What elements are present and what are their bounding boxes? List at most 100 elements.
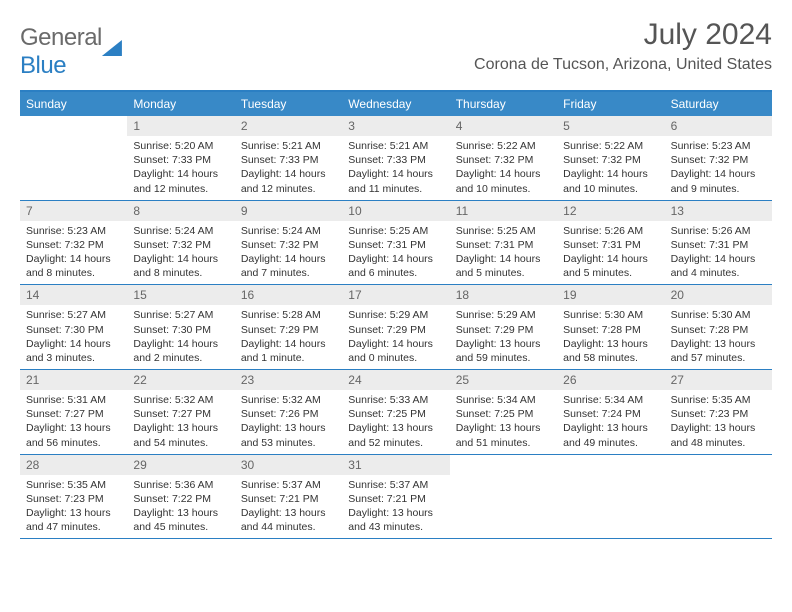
- day-info-line: Sunrise: 5:24 AM: [241, 224, 336, 238]
- day-info-line: Sunrise: 5:25 AM: [348, 224, 443, 238]
- day-info-line: Sunset: 7:32 PM: [671, 153, 766, 167]
- day-info: Sunrise: 5:37 AMSunset: 7:21 PMDaylight:…: [342, 475, 449, 539]
- day-info-line: Sunrise: 5:33 AM: [348, 393, 443, 407]
- day-info: Sunrise: 5:30 AMSunset: 7:28 PMDaylight:…: [557, 305, 664, 369]
- day-info-line: Daylight: 14 hours: [348, 337, 443, 351]
- header: General Blue July 2024 Corona de Tucson,…: [20, 18, 772, 80]
- day-number: 2: [235, 116, 342, 136]
- day-info-line: Sunrise: 5:35 AM: [671, 393, 766, 407]
- calendar-cell: 8Sunrise: 5:24 AMSunset: 7:32 PMDaylight…: [127, 201, 234, 285]
- day-info-line: Sunset: 7:30 PM: [133, 323, 228, 337]
- day-info-line: and 56 minutes.: [26, 436, 121, 450]
- day-info: Sunrise: 5:26 AMSunset: 7:31 PMDaylight:…: [557, 221, 664, 285]
- calendar-cell: 11Sunrise: 5:25 AMSunset: 7:31 PMDayligh…: [450, 201, 557, 285]
- day-info: Sunrise: 5:37 AMSunset: 7:21 PMDaylight:…: [235, 475, 342, 539]
- calendar-cell: 24 Sunrise: 5:33 AMSunset: 7:25 PMDayligh…: [342, 370, 449, 454]
- day-info-line: Sunrise: 5:30 AM: [563, 308, 658, 322]
- day-number: 31: [342, 455, 449, 475]
- day-info-line: Sunset: 7:33 PM: [348, 153, 443, 167]
- day-info-line: and 8 minutes.: [133, 266, 228, 280]
- day-info-line: Sunset: 7:31 PM: [456, 238, 551, 252]
- day-header-row: SundayMondayTuesdayWednesdayThursdayFrid…: [20, 92, 772, 116]
- day-info-line: Sunset: 7:32 PM: [133, 238, 228, 252]
- day-info-line: Daylight: 13 hours: [563, 337, 658, 351]
- day-info-line: and 43 minutes.: [348, 520, 443, 534]
- day-info-line: Sunset: 7:28 PM: [563, 323, 658, 337]
- day-info-line: Sunrise: 5:26 AM: [671, 224, 766, 238]
- calendar-cell: 25Sunrise: 5:34 AMSunset: 7:25 PMDayligh…: [450, 370, 557, 454]
- day-info-line: Sunset: 7:23 PM: [26, 492, 121, 506]
- week-row: 7Sunrise: 5:23 AMSunset: 7:32 PMDaylight…: [20, 201, 772, 286]
- day-number: 27: [665, 370, 772, 390]
- day-info-line: Daylight: 13 hours: [26, 421, 121, 435]
- logo: General Blue: [20, 18, 122, 80]
- day-number: 6: [665, 116, 772, 136]
- day-info: Sunrise: 5:36 AMSunset: 7:22 PMDaylight:…: [127, 475, 234, 539]
- calendar-cell: 20Sunrise: 5:30 AMSunset: 7:28 PMDayligh…: [665, 285, 772, 369]
- day-number: 12: [557, 201, 664, 221]
- logo-text-b: Blue: [20, 52, 66, 79]
- day-info-line: Sunset: 7:33 PM: [241, 153, 336, 167]
- calendar-cell: 6Sunrise: 5:23 AMSunset: 7:32 PMDaylight…: [665, 116, 772, 200]
- day-info-line: Sunrise: 5:26 AM: [563, 224, 658, 238]
- day-number: 10: [342, 201, 449, 221]
- day-info-line: Sunrise: 5:27 AM: [26, 308, 121, 322]
- day-header-cell: Friday: [557, 92, 664, 116]
- calendar-cell: [20, 116, 127, 200]
- day-info-line: and 4 minutes.: [671, 266, 766, 280]
- day-info-line: Sunset: 7:32 PM: [26, 238, 121, 252]
- day-info: Sunrise: 5:32 AMSunset: 7:26 PMDaylight:…: [235, 390, 342, 454]
- day-header-cell: Tuesday: [235, 92, 342, 116]
- day-number: 25: [450, 370, 557, 390]
- day-header-cell: Saturday: [665, 92, 772, 116]
- day-number: 9: [235, 201, 342, 221]
- day-header-cell: Monday: [127, 92, 234, 116]
- day-number: 11: [450, 201, 557, 221]
- day-info-line: Daylight: 14 hours: [26, 252, 121, 266]
- day-info: Sunrise: 5:34 AMSunset: 7:25 PMDaylight:…: [450, 390, 557, 454]
- day-number: 24: [342, 370, 449, 390]
- day-info-line: Daylight: 13 hours: [671, 337, 766, 351]
- day-info-line: Daylight: 13 hours: [348, 421, 443, 435]
- day-info-line: Sunset: 7:24 PM: [563, 407, 658, 421]
- day-info-line: Sunset: 7:25 PM: [348, 407, 443, 421]
- week-row: 21Sunrise: 5:31 AMSunset: 7:27 PMDayligh…: [20, 370, 772, 455]
- day-info-line: Sunrise: 5:37 AM: [348, 478, 443, 492]
- day-info: Sunrise: 5:27 AMSunset: 7:30 PMDaylight:…: [20, 305, 127, 369]
- day-info-line: Sunset: 7:27 PM: [26, 407, 121, 421]
- day-info: Sunrise: 5:30 AMSunset: 7:28 PMDaylight:…: [665, 305, 772, 369]
- day-number: 16: [235, 285, 342, 305]
- day-info-line: Daylight: 14 hours: [348, 252, 443, 266]
- day-info-line: Sunrise: 5:29 AM: [456, 308, 551, 322]
- calendar-cell: 29Sunrise: 5:36 AMSunset: 7:22 PMDayligh…: [127, 455, 234, 539]
- day-info: Sunrise: 5:23 AMSunset: 7:32 PMDaylight:…: [665, 136, 772, 200]
- day-number: 22: [127, 370, 234, 390]
- day-number: 13: [665, 201, 772, 221]
- day-info-line: and 12 minutes.: [241, 182, 336, 196]
- logo-triangle-icon: [102, 40, 122, 56]
- day-info-line: and 8 minutes.: [26, 266, 121, 280]
- day-number: 15: [127, 285, 234, 305]
- calendar-cell: 5Sunrise: 5:22 AMSunset: 7:32 PMDaylight…: [557, 116, 664, 200]
- calendar-cell: 4Sunrise: 5:22 AMSunset: 7:32 PMDaylight…: [450, 116, 557, 200]
- day-info: Sunrise: 5:21 AMSunset: 7:33 PMDaylight:…: [342, 136, 449, 200]
- day-info-line: Daylight: 13 hours: [348, 506, 443, 520]
- day-info-line: Sunrise: 5:25 AM: [456, 224, 551, 238]
- day-number: 7: [20, 201, 127, 221]
- day-info-line: Daylight: 14 hours: [456, 167, 551, 181]
- calendar-cell: 22Sunrise: 5:32 AMSunset: 7:27 PMDayligh…: [127, 370, 234, 454]
- day-info-line: Sunset: 7:25 PM: [456, 407, 551, 421]
- day-info-line: Sunrise: 5:21 AM: [348, 139, 443, 153]
- day-info-line: Daylight: 14 hours: [133, 252, 228, 266]
- day-info-line: Sunrise: 5:31 AM: [26, 393, 121, 407]
- day-info-line: Daylight: 14 hours: [348, 167, 443, 181]
- day-number: 8: [127, 201, 234, 221]
- day-info-line: Daylight: 14 hours: [563, 252, 658, 266]
- day-info-line: and 44 minutes.: [241, 520, 336, 534]
- day-info-line: Daylight: 13 hours: [241, 421, 336, 435]
- day-info-line: Daylight: 13 hours: [133, 506, 228, 520]
- day-info: Sunrise: 5:25 AMSunset: 7:31 PMDaylight:…: [450, 221, 557, 285]
- day-info-line: Daylight: 13 hours: [563, 421, 658, 435]
- day-info-line: and 12 minutes.: [133, 182, 228, 196]
- day-info-line: Sunset: 7:21 PM: [348, 492, 443, 506]
